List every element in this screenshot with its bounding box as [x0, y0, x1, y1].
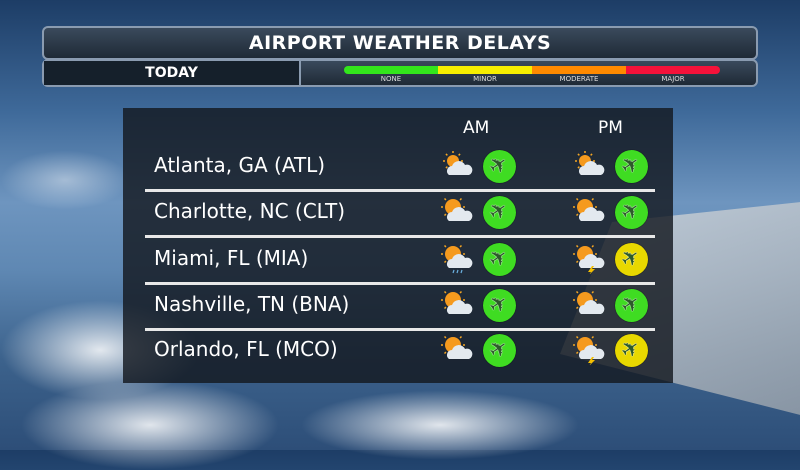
- row-divider: [145, 235, 655, 238]
- mostly-cloudy-icon: [441, 151, 475, 181]
- period-label: TODAY: [44, 61, 301, 85]
- partly-sunny-icon: [573, 195, 607, 227]
- airport-name: Charlotte, NC (CLT): [154, 199, 346, 223]
- am-delay-none-airplane-icon: ✈: [483, 150, 516, 183]
- table-row: Orlando, FL (MCO) ✈ ✈: [123, 329, 673, 375]
- legend-label: MINOR: [473, 75, 497, 83]
- legend-label: MAJOR: [661, 75, 685, 83]
- legend-swatch-major: [626, 66, 720, 74]
- pm-delay-none-airplane-icon: ✈: [615, 289, 648, 322]
- legend-swatch-minor: [438, 66, 532, 74]
- row-divider: [145, 282, 655, 285]
- legend-bar: TODAY NONE MINOR MODERATE MAJOR: [42, 59, 758, 87]
- am-delay-none-airplane-icon: ✈: [483, 243, 516, 276]
- table-row: Nashville, TN (BNA) ✈ ✈: [123, 284, 673, 331]
- thunderstorms-icon: [573, 333, 607, 366]
- cloud: [20, 380, 280, 470]
- pm-delay-none-airplane-icon: ✈: [615, 196, 648, 229]
- am-delay-none-airplane-icon: ✈: [483, 334, 516, 367]
- legend-swatch-none: [344, 66, 438, 74]
- airport-name: Orlando, FL (MCO): [154, 337, 338, 361]
- showers-icon: [441, 242, 475, 274]
- legend-swatch-moderate: [532, 66, 626, 74]
- airport-name: Atlanta, GA (ATL): [154, 153, 326, 177]
- table-row: Miami, FL (MIA) ✈ ✈: [123, 238, 673, 285]
- page-title: AIRPORT WEATHER DELAYS: [42, 26, 758, 60]
- thunderstorms-icon: [573, 242, 607, 275]
- partly-sunny-icon: [441, 333, 475, 365]
- pm-delay-minor-airplane-icon: ✈: [615, 334, 648, 367]
- airport-name: Miami, FL (MIA): [154, 246, 309, 270]
- table-row: Atlanta, GA (ATL) ✈ ✈: [123, 145, 673, 192]
- partly-sunny-icon: [441, 195, 475, 227]
- legend-label: NONE: [380, 75, 402, 83]
- cloud: [0, 150, 130, 210]
- legend-label: MODERATE: [559, 75, 599, 83]
- partly-sunny-icon: [441, 288, 475, 320]
- mostly-cloudy-icon: [573, 151, 607, 181]
- table-row: Charlotte, NC (CLT) ✈ ✈: [123, 191, 673, 238]
- row-divider: [145, 189, 655, 192]
- am-delay-none-airplane-icon: ✈: [483, 196, 516, 229]
- partly-sunny-icon: [573, 288, 607, 320]
- airport-table: AM PM Atlanta, GA (ATL) ✈ ✈ Charlotte, NC (…: [123, 108, 673, 383]
- airport-name: Nashville, TN (BNA): [154, 292, 350, 316]
- am-header: AM: [463, 118, 490, 138]
- pm-delay-none-airplane-icon: ✈: [615, 150, 648, 183]
- cloud: [300, 390, 580, 460]
- am-delay-none-airplane-icon: ✈: [483, 289, 516, 322]
- pm-delay-minor-airplane-icon: ✈: [615, 243, 648, 276]
- row-divider: [145, 328, 655, 331]
- pm-header: PM: [598, 118, 623, 138]
- delay-legend: NONE MINOR MODERATE MAJOR: [301, 61, 756, 85]
